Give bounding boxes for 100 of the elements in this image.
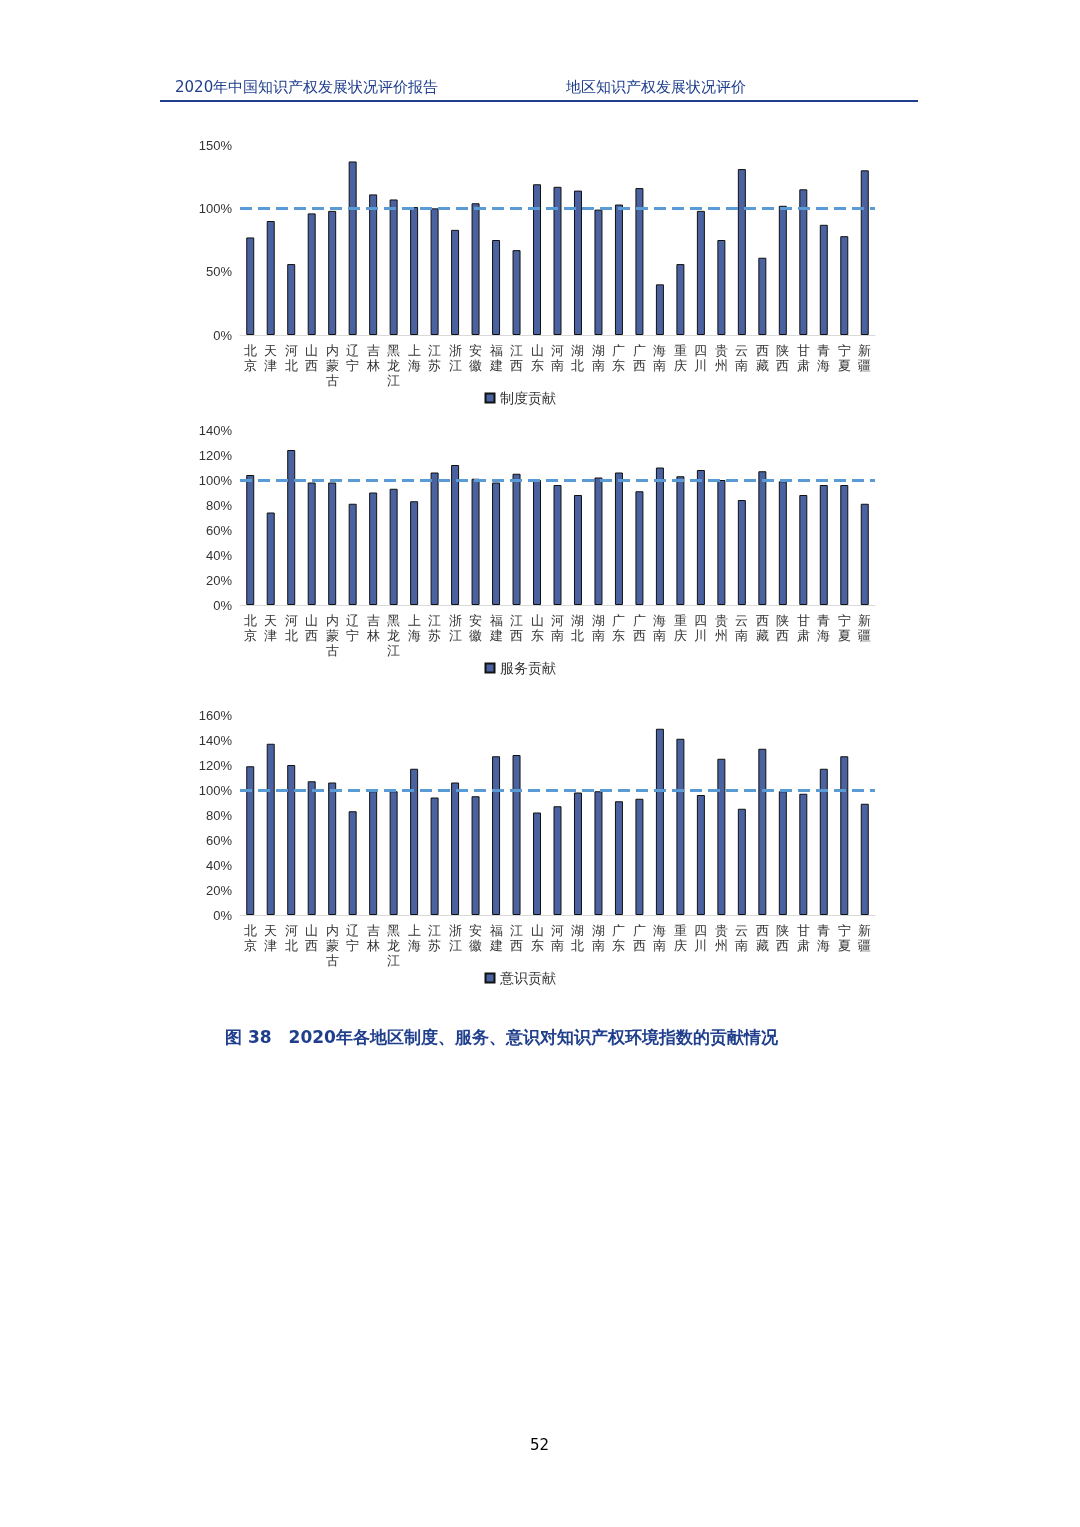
bar xyxy=(369,492,378,605)
x-tick-label: 重庆 xyxy=(673,343,687,373)
x-tick-label: 内蒙古 xyxy=(325,923,339,968)
x-tick-label: 江西 xyxy=(510,923,524,953)
y-tick-label: 100% xyxy=(198,782,233,798)
bar xyxy=(533,480,542,605)
x-tick-label: 河南 xyxy=(551,923,564,953)
x-tick-label: 甘肃 xyxy=(796,923,810,953)
bar xyxy=(471,796,480,915)
bar xyxy=(799,495,808,605)
x-tick-label: 山东 xyxy=(530,923,544,953)
caption: 图 38 2020年各地区制度、服务、意识对知识产权环境指数的贡献情况 xyxy=(225,1026,778,1049)
bar xyxy=(410,768,419,915)
bar xyxy=(717,758,726,915)
x-tick-label: 湖南 xyxy=(591,613,605,643)
bar xyxy=(717,240,726,335)
bar xyxy=(573,495,582,605)
x-tick-label: 湖北 xyxy=(571,923,585,953)
x-tick-label: 江西 xyxy=(510,613,524,643)
y-tick-label: 0% xyxy=(213,327,233,343)
bar xyxy=(676,738,685,915)
bar xyxy=(266,221,275,335)
bar xyxy=(430,797,439,915)
x-tick-label: 江苏 xyxy=(428,923,442,953)
x-tick-label: 天津 xyxy=(264,923,278,953)
bar xyxy=(717,480,726,605)
bar xyxy=(553,186,562,335)
x-tick-label: 广东 xyxy=(612,343,626,373)
x-tick-label: 广西 xyxy=(632,613,646,643)
bar xyxy=(819,768,828,915)
bar xyxy=(246,475,255,605)
x-tick-label: 黑龙江 xyxy=(387,613,401,658)
y-tick-label: 20% xyxy=(205,572,233,588)
x-tick-label: 天津 xyxy=(264,613,278,643)
x-tick-label: 福建 xyxy=(488,613,503,643)
x-tick-label: 河北 xyxy=(284,613,298,643)
bar xyxy=(614,801,623,915)
bar xyxy=(860,803,869,915)
text: 地区知识产权发展状况评价 xyxy=(566,78,746,97)
bar xyxy=(553,806,562,915)
x-tick-label: 河北 xyxy=(284,923,298,953)
x-tick-label: 新疆 xyxy=(858,613,872,643)
bar xyxy=(348,503,357,605)
bar xyxy=(860,170,869,335)
bar xyxy=(410,501,419,605)
y-tick-label: 60% xyxy=(205,522,233,538)
bar xyxy=(614,472,623,605)
bar xyxy=(737,500,746,605)
bar xyxy=(573,190,582,335)
bar xyxy=(860,503,869,605)
x-tick-label: 云南 xyxy=(735,923,749,953)
x-tick-label: 宁夏 xyxy=(837,613,851,643)
x-tick-label: 内蒙古 xyxy=(325,343,339,388)
x-tick-label: 北京 xyxy=(243,613,257,643)
bar xyxy=(369,194,378,335)
bar xyxy=(307,213,316,335)
x-tick-label: 新疆 xyxy=(858,923,872,953)
x-tick-label: 海南 xyxy=(653,343,667,373)
bar xyxy=(799,189,808,335)
text: 52 xyxy=(530,1436,550,1454)
x-tick-label: 广东 xyxy=(612,613,626,643)
bar xyxy=(307,781,316,915)
x-tick-label: 山西 xyxy=(305,613,319,643)
x-tick-label: 河南 xyxy=(551,343,564,373)
bar xyxy=(492,756,501,915)
x-tick-label: 安徽 xyxy=(469,923,483,953)
x-tick-label: 黑龙江 xyxy=(387,343,401,388)
x-tick-label: 山东 xyxy=(530,343,544,373)
x-tick-label: 北京 xyxy=(243,343,257,373)
x-tick-label: 河南 xyxy=(551,613,564,643)
x-tick-label: 青海 xyxy=(817,343,831,373)
x-tick-label: 江苏 xyxy=(428,613,442,643)
x-tick-label: 湖南 xyxy=(591,343,605,373)
x-tick-label: 广西 xyxy=(632,343,646,373)
bar xyxy=(737,808,746,915)
y-tick-label: 80% xyxy=(205,807,233,823)
bar xyxy=(840,485,849,605)
bar xyxy=(287,264,296,335)
bar xyxy=(369,791,378,915)
x-tick-label: 贵州 xyxy=(714,923,728,953)
bar xyxy=(696,470,705,605)
y-tick-label: 60% xyxy=(205,832,233,848)
x-tick-label: 四川 xyxy=(694,613,708,643)
bar xyxy=(778,791,787,915)
bar xyxy=(635,491,644,605)
legend-label: 服务贡献 xyxy=(499,660,556,676)
x-tick-label: 四川 xyxy=(694,343,708,373)
y-tick-label: 100% xyxy=(198,472,233,488)
bar xyxy=(389,199,398,335)
bar xyxy=(451,465,460,605)
bar xyxy=(512,250,521,335)
bar xyxy=(492,482,501,605)
x-tick-label: 湖北 xyxy=(571,613,585,643)
bar xyxy=(553,485,562,605)
x-tick-label: 广西 xyxy=(632,923,646,953)
x-tick-label: 安徽 xyxy=(469,343,483,373)
bar xyxy=(819,224,828,335)
bar xyxy=(758,257,767,335)
bar xyxy=(430,208,439,335)
y-tick-label: 150% xyxy=(198,137,233,153)
